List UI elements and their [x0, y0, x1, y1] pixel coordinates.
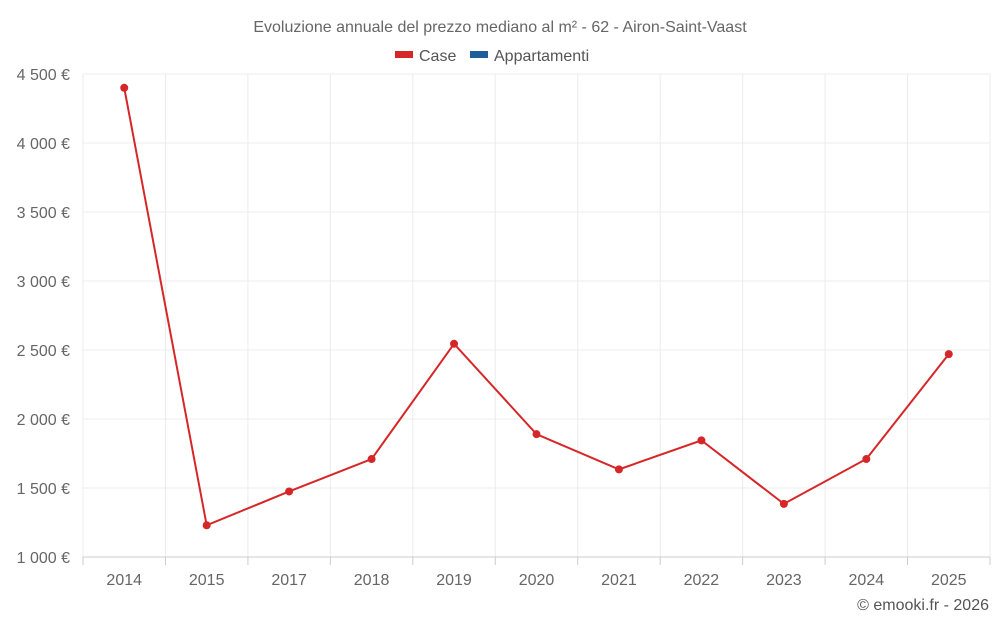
data-point[interactable]	[697, 436, 705, 444]
y-tick-label: 2 000 €	[17, 412, 70, 429]
grid	[83, 74, 990, 557]
legend-label-appartamenti[interactable]: Appartamenti	[494, 48, 589, 65]
chart-title: Evoluzione annuale del prezzo mediano al…	[253, 19, 747, 36]
x-tick-label: 2021	[601, 572, 637, 589]
x-tick-label: 2015	[189, 572, 225, 589]
data-point[interactable]	[120, 84, 128, 92]
y-tick-label: 4 000 €	[17, 136, 70, 153]
x-tick-label: 2018	[354, 572, 390, 589]
legend-label-case[interactable]: Case	[419, 48, 456, 65]
x-tick-label: 2024	[849, 572, 885, 589]
data-point[interactable]	[533, 430, 541, 438]
data-point[interactable]	[780, 500, 788, 508]
y-tick-label: 3 500 €	[17, 205, 70, 222]
legend-swatch-appartamenti	[470, 51, 488, 58]
legend-swatch-case	[395, 51, 413, 58]
y-tick-label: 2 500 €	[17, 343, 70, 360]
series-layer	[120, 84, 953, 529]
data-point[interactable]	[285, 487, 293, 495]
data-point[interactable]	[615, 465, 623, 473]
x-tick-label: 2017	[271, 572, 307, 589]
x-tick-label: 2022	[684, 572, 720, 589]
credit-text: © emooki.fr - 2026	[857, 597, 989, 614]
y-tick-label: 4 500 €	[17, 67, 70, 84]
price-chart: Evoluzione annuale del prezzo mediano al…	[0, 0, 1000, 625]
data-point[interactable]	[945, 350, 953, 358]
x-tick-label: 2023	[766, 572, 802, 589]
x-tick-label: 2014	[106, 572, 142, 589]
y-tick-label: 3 000 €	[17, 274, 70, 291]
data-point[interactable]	[862, 455, 870, 463]
x-tick-label: 2025	[931, 572, 967, 589]
y-tick-label: 1 000 €	[17, 550, 70, 567]
y-tick-label: 1 500 €	[17, 481, 70, 498]
x-tick-label: 2020	[519, 572, 555, 589]
x-tick-label: 2019	[436, 572, 472, 589]
y-axis: 1 000 € 1 500 € 2 000 € 2 500 € 3 000 € 3 500…	[17, 67, 70, 567]
x-axis: 2014 2015 2017 2018 2019 2020 2021 2022 2023 2024…	[83, 557, 990, 589]
data-point[interactable]	[368, 455, 376, 463]
data-point[interactable]	[203, 521, 211, 529]
data-point[interactable]	[450, 340, 458, 348]
legend: Case Appartamenti	[395, 48, 589, 65]
